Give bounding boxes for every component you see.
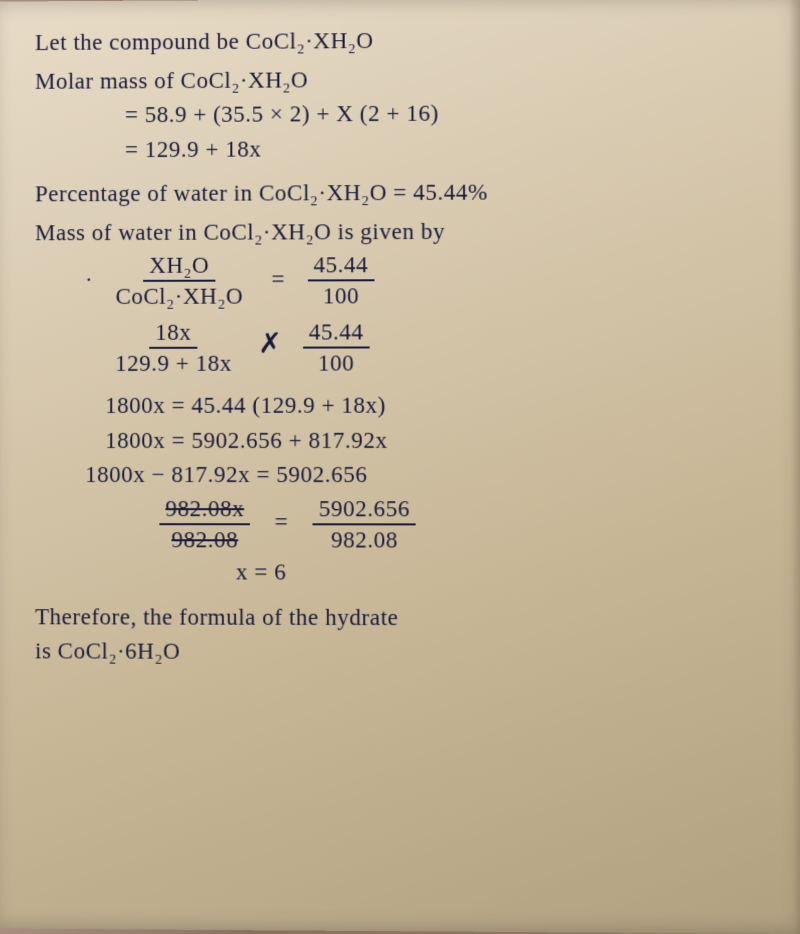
line-8: 1800x = 5902.656 + 817.92x (35, 423, 779, 458)
fraction-982-right: 5902.656 982.08 (313, 496, 417, 553)
line-5: Percentage of water in CoCl₂·XH₂O = 45.4… (35, 174, 777, 211)
line-2: Molar mass of CoCl₂·XH₂O (35, 60, 777, 99)
equation-fraction-3: 982.08x 982.08 = 5902.656 982.08 (35, 493, 779, 557)
fraction-4544-100-a: 45.44 100 (307, 252, 374, 309)
equation-fraction-2: 18x 129.9 + 18x ✗ 45.44 100 (35, 315, 778, 379)
fraction-4544-100-b: 45.44 100 (303, 319, 370, 376)
line-7: 1800x = 45.44 (129.9 + 18x) (35, 388, 778, 423)
equation-fraction-1: · XH₂O CoCl₂·XH₂O = 45.44 100 (35, 248, 778, 313)
line-10: x = 6 (35, 555, 779, 591)
handwritten-paper: Let the compound be CoCl₂·XH₂O Molar mas… (0, 0, 800, 934)
paper-edge-shadow (788, 0, 800, 934)
line-1: Let the compound be CoCl₂·XH₂O (35, 21, 776, 60)
cross-out-equals: ✗ (258, 329, 282, 360)
line-11: Therefore, the formula of the hydrate (35, 600, 780, 636)
line-9: 1800x − 817.92x = 5902.656 (35, 458, 779, 493)
line-12: is CoCl₂·6H₂O (35, 635, 780, 672)
line-3: = 58.9 + (35.5 × 2) + X (2 + 16) (35, 95, 777, 133)
line-6: Mass of water in CoCl₂·XH₂O is given by (35, 213, 777, 250)
line-4: = 129.9 + 18x (35, 130, 777, 168)
fraction-982-left: 982.08x 982.08 (159, 496, 250, 553)
fraction-18x: 18x 129.9 + 18x (109, 319, 238, 376)
fraction-xh2o: XH₂O CoCl₂·XH₂O (109, 253, 249, 310)
